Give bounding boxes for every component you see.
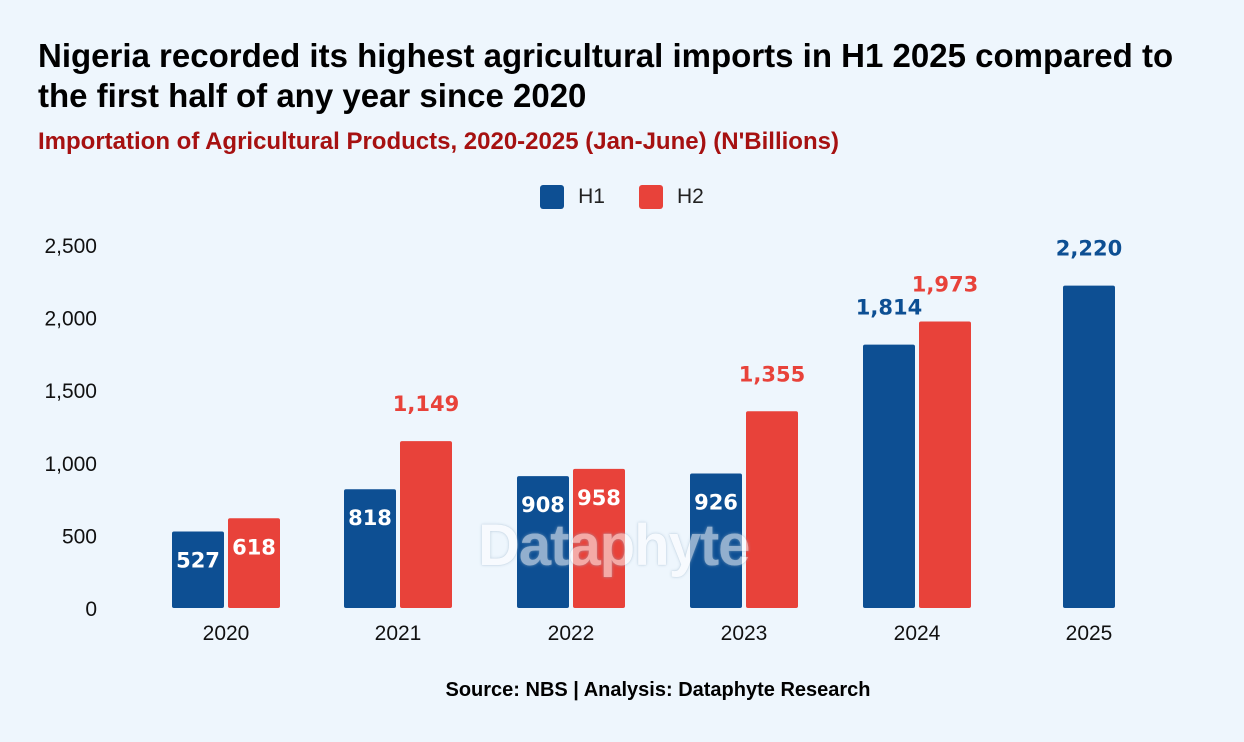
legend-item-h1: H1 [540, 185, 605, 209]
y-tick-label: 2,000 [44, 308, 97, 331]
legend-swatch-h1 [540, 185, 565, 209]
x-tick-label: 2020 [203, 622, 250, 645]
x-tick-label: 2024 [894, 622, 941, 645]
bar-h1-2025 [1063, 285, 1115, 608]
data-label-h2-2023: 1,355 [739, 362, 805, 386]
bar-h2-2024 [919, 321, 971, 608]
bar-h1-2022 [517, 476, 569, 608]
source-note: Source: NBS | Analysis: Dataphyte Resear… [445, 679, 871, 701]
bar-h2-2020 [228, 518, 280, 608]
x-tick-label: 2022 [548, 622, 595, 645]
data-label-h2-2024: 1,973 [912, 273, 978, 297]
data-label-h1-2025: 2,220 [1056, 237, 1122, 261]
data-label-h2-2020: 618 [232, 535, 276, 559]
legend-swatch-h2 [639, 185, 663, 209]
data-label-h1-2022: 908 [521, 493, 565, 517]
x-tick-label: 2025 [1066, 622, 1113, 645]
legend-label-h1: H1 [578, 185, 605, 208]
data-label-h1-2020: 527 [176, 548, 220, 572]
chart-subtitle: Importation of Agricultural Products, 20… [38, 128, 839, 155]
data-label-h2-2021: 1,149 [393, 392, 459, 416]
x-tick-label: 2023 [721, 622, 768, 645]
bar-h2-2021 [400, 441, 452, 608]
legend: H1 H2 [0, 182, 1244, 212]
y-tick-label: 500 [62, 525, 97, 548]
y-tick-label: 2,500 [44, 235, 97, 258]
chart-title: Nigeria recorded its highest agricultura… [38, 37, 1174, 114]
y-tick-label: 1,000 [44, 453, 97, 476]
bar-h1-2023 [690, 473, 742, 608]
data-label-h2-2022: 958 [577, 486, 621, 510]
y-tick-label: 0 [85, 598, 97, 621]
bar-h1-2020 [172, 531, 224, 608]
legend-item-h2: H2 [639, 185, 704, 209]
bar-h2-2023 [746, 411, 798, 608]
data-label-h1-2021: 818 [348, 506, 392, 530]
x-tick-label: 2021 [375, 622, 422, 645]
data-label-h1-2024: 1,814 [856, 296, 922, 320]
legend-label-h2: H2 [677, 185, 704, 208]
bar-h2-2022 [573, 468, 625, 608]
y-tick-label: 1,500 [44, 380, 97, 403]
bar-h1-2024 [863, 344, 915, 608]
watermark-logo: Dataphyte [478, 513, 750, 578]
bar-h1-2021 [344, 489, 396, 608]
data-label-h1-2023: 926 [694, 491, 738, 515]
